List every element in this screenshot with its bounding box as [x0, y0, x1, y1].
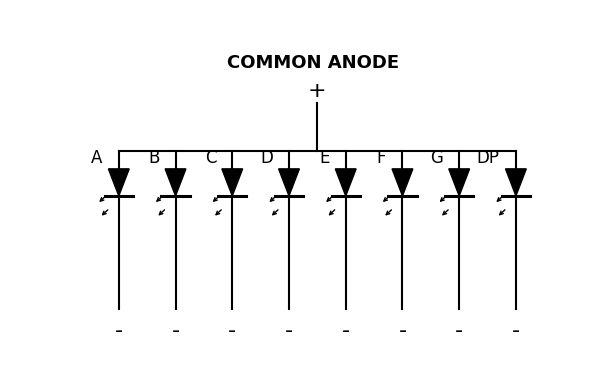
- Text: -: -: [171, 321, 179, 341]
- Polygon shape: [449, 169, 470, 196]
- Text: D: D: [260, 149, 273, 167]
- Polygon shape: [336, 169, 356, 196]
- Polygon shape: [392, 169, 413, 196]
- Polygon shape: [222, 169, 243, 196]
- Text: -: -: [512, 321, 520, 341]
- Text: A: A: [92, 149, 102, 167]
- Polygon shape: [165, 169, 186, 196]
- Text: G: G: [430, 149, 443, 167]
- Text: F: F: [377, 149, 386, 167]
- Text: -: -: [398, 321, 406, 341]
- Text: -: -: [455, 321, 463, 341]
- Text: E: E: [319, 149, 329, 167]
- Polygon shape: [109, 169, 129, 196]
- Text: COMMON ANODE: COMMON ANODE: [226, 54, 399, 72]
- Text: +: +: [308, 81, 327, 100]
- Text: -: -: [115, 321, 123, 341]
- Text: C: C: [205, 149, 216, 167]
- Text: -: -: [285, 321, 293, 341]
- Polygon shape: [279, 169, 300, 196]
- Text: -: -: [342, 321, 350, 341]
- Polygon shape: [506, 169, 526, 196]
- Text: -: -: [228, 321, 236, 341]
- Text: B: B: [148, 149, 159, 167]
- Text: DP: DP: [477, 149, 500, 167]
